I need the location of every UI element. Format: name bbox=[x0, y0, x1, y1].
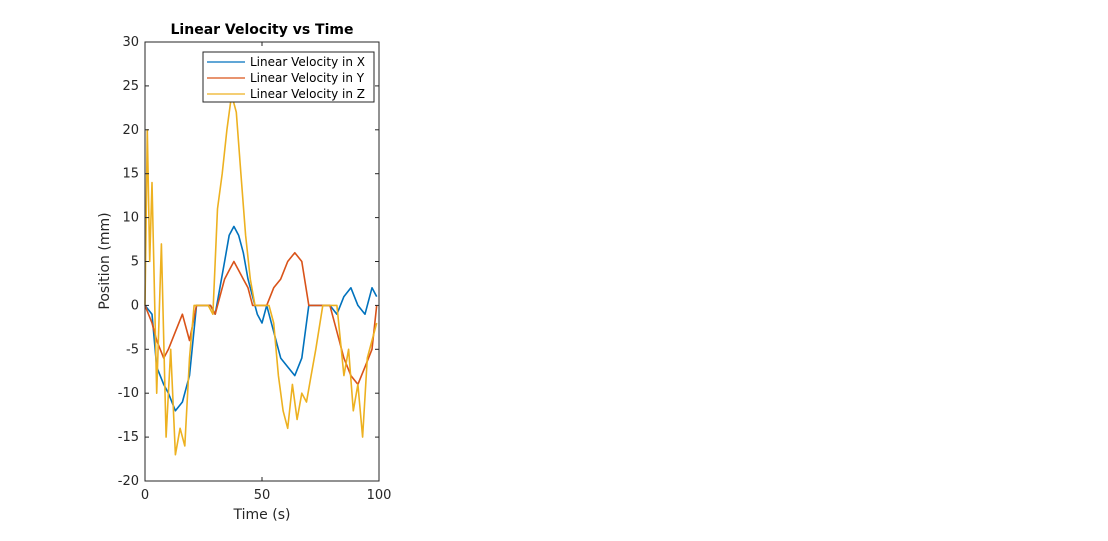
series-line-3 bbox=[144, 93, 378, 456]
y-axis-label: Position (mm) bbox=[97, 212, 113, 309]
x-tick-label: 0 bbox=[141, 488, 149, 503]
series-line-1 bbox=[144, 225, 378, 412]
legend-label-2: Linear Velocity in Y bbox=[250, 71, 365, 85]
series-layer bbox=[144, 93, 378, 456]
y-tick-label: 30 bbox=[122, 35, 139, 50]
y-tick-label: 15 bbox=[122, 167, 139, 182]
y-tick-label: 25 bbox=[122, 79, 139, 94]
x-tick-label: 100 bbox=[367, 488, 392, 503]
legend-label-3: Linear Velocity in Z bbox=[250, 87, 365, 101]
chart-title: Linear Velocity vs Time bbox=[171, 22, 354, 38]
x-tick-label: 50 bbox=[254, 488, 271, 503]
plot-background bbox=[145, 42, 379, 481]
x-axis-label: Time (s) bbox=[233, 507, 291, 523]
y-tick-label: -5 bbox=[126, 342, 139, 357]
y-tick-label: 0 bbox=[131, 298, 139, 313]
y-tick-label: -10 bbox=[118, 386, 139, 401]
y-tick-label: -15 bbox=[118, 430, 139, 445]
y-tick-label: -20 bbox=[118, 474, 139, 489]
legend: Linear Velocity in X Linear Velocity in Y… bbox=[202, 51, 375, 103]
y-tick-label: 20 bbox=[122, 123, 139, 138]
series-line-2 bbox=[144, 251, 378, 386]
tick-layer: 0 50 100 -20 -15 -10 -5 0 5 10 15 20 25 30 bbox=[118, 35, 392, 503]
legend-label-1: Linear Velocity in X bbox=[250, 55, 365, 69]
y-tick-label: 10 bbox=[122, 211, 139, 226]
y-tick-label: 5 bbox=[131, 255, 139, 270]
